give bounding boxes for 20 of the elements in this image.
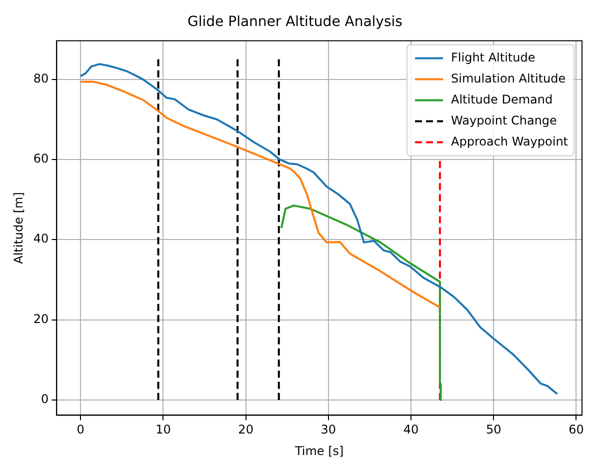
y-tick-label: 0: [41, 392, 49, 406]
legend-label: Waypoint Change: [451, 113, 557, 128]
x-tick-label: 0: [76, 422, 84, 437]
x-tick-label: 30: [320, 422, 336, 437]
x-tick-label: 20: [238, 422, 254, 437]
chart-title: Glide Planner Altitude Analysis: [188, 14, 402, 30]
x-tick-label: 40: [403, 422, 419, 437]
legend-label: Altitude Demand: [451, 92, 553, 106]
legend-label: Flight Altitude: [451, 50, 536, 64]
x-axis-title: Time [s]: [294, 444, 344, 458]
y-tick-label: 60: [33, 152, 49, 166]
legend-label: Approach Waypoint: [451, 134, 568, 148]
y-tick-label: 20: [33, 312, 49, 326]
y-tick-label: 80: [33, 71, 49, 86]
x-tick-label: 10: [156, 422, 171, 437]
x-tick-label: 50: [486, 422, 502, 437]
y-axis-title: Altitude [m]: [11, 192, 26, 264]
x-tick-label: 60: [568, 422, 584, 437]
legend-label: Simulation Altitude: [451, 71, 566, 86]
y-tick-label: 40: [33, 232, 49, 246]
